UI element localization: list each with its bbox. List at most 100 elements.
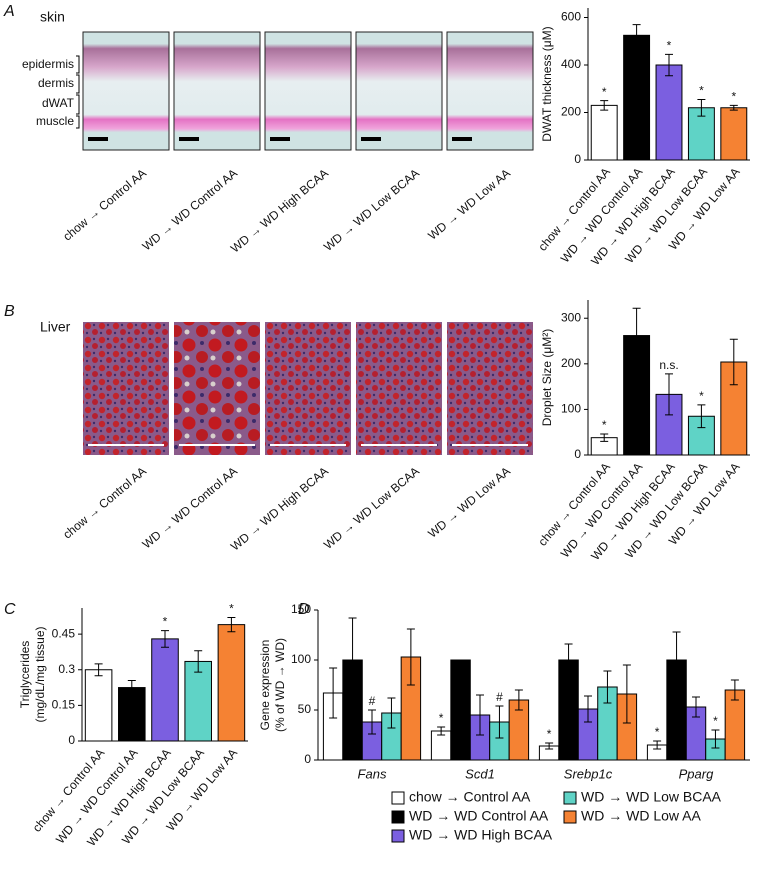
bar (450, 659, 471, 761)
y-axis-label: (% of WD → WD) (273, 638, 287, 732)
error-bar (729, 104, 738, 111)
legend-label: WD → WD Control AA (409, 808, 549, 824)
error-bar (711, 729, 720, 749)
error-bar (495, 705, 504, 739)
error-bar (127, 679, 136, 696)
scale-bar (270, 137, 290, 141)
x-tick-label: Scd1 (465, 766, 495, 781)
scale-bar (88, 137, 108, 141)
error-bar (329, 667, 338, 719)
y-axis-label: Gene expression (258, 640, 272, 731)
layer-brackets (76, 55, 80, 129)
y-axis-label: Droplet Size (μM²) (540, 329, 554, 427)
error-bar (94, 663, 103, 677)
x-tick-label: Fans (358, 766, 387, 781)
y-tick-label: 100 (561, 402, 581, 416)
histology-image (173, 31, 261, 151)
histology-image (447, 322, 533, 455)
y-tick-label: 0 (574, 152, 581, 166)
error-bar (692, 696, 700, 718)
error-bar (653, 740, 662, 750)
error-bar (514, 689, 523, 711)
layer-label: dWAT (42, 96, 75, 110)
y-tick-label: 0 (574, 447, 581, 461)
error-bar (665, 53, 673, 77)
error-bar (600, 100, 609, 111)
annotation: * (547, 727, 552, 741)
error-bar (622, 664, 631, 724)
error-bar (564, 643, 573, 677)
annotation: * (699, 389, 704, 403)
panel-label: C (4, 601, 16, 618)
liver-label: Liver (40, 319, 71, 335)
error-bar (194, 650, 203, 673)
annotation: * (602, 85, 607, 99)
legend-label: chow → Control AA (409, 789, 531, 805)
bar (151, 638, 179, 742)
histology-image (83, 322, 169, 455)
image-label: WD → WD High BCAA (228, 166, 331, 256)
y-tick-label: 0 (304, 752, 311, 766)
bar (84, 669, 113, 742)
x-tick-label: Srebp1c (564, 766, 613, 781)
scale-bar (179, 137, 199, 141)
histology-image (355, 31, 443, 151)
error-bar (603, 670, 612, 704)
error-bar (476, 694, 484, 736)
bar (217, 624, 246, 742)
error-bar (665, 373, 673, 416)
histology-image (82, 31, 170, 151)
y-axis-label: Triglycerides (18, 641, 32, 709)
legend-swatch (391, 829, 405, 843)
error-bar (437, 726, 446, 736)
layer-label: dermis (38, 76, 74, 90)
scale-bar (452, 137, 472, 141)
annotation: * (699, 84, 704, 98)
panel-label: D (298, 601, 310, 618)
image-label: WD → WD Low BCAA (321, 166, 422, 254)
annotation: * (713, 714, 718, 728)
error-bar (161, 630, 169, 648)
y-tick-label: 150 (291, 602, 311, 616)
annotation: * (229, 602, 234, 616)
legend-swatch (391, 791, 405, 805)
annotation: * (602, 418, 607, 432)
annotation: * (163, 615, 168, 629)
liver-images (83, 322, 533, 455)
bar (184, 660, 212, 742)
legend-label: WD → WD High BCAA (409, 827, 553, 843)
error-bar (697, 404, 706, 429)
error-bar (632, 307, 641, 364)
y-tick-label: 400 (561, 57, 581, 71)
layer-label: epidermis (22, 57, 74, 71)
y-axis-label: (mg/dL/mg tissue) (33, 626, 47, 722)
y-tick-label: 200 (561, 356, 581, 370)
annotation: * (667, 38, 672, 52)
skin-images (76, 31, 534, 151)
image-label: WD → WD Low BCAA (321, 464, 422, 552)
image-label: WD → WD High BCAA (228, 464, 331, 554)
image-label: WD → WD Control AA (140, 166, 240, 253)
legend-label: WD → WD Low AA (581, 808, 701, 824)
histology-image (174, 322, 260, 455)
error-bar (632, 24, 641, 47)
y-axis-label: DWAT thickness (μM) (540, 26, 554, 141)
annotation: * (731, 90, 736, 104)
y-tick-label: 200 (561, 105, 581, 119)
bar (590, 104, 618, 161)
panel-label: A (3, 3, 15, 20)
scale-bar (361, 137, 381, 141)
y-tick-label: 100 (291, 652, 311, 666)
histology-image (265, 322, 351, 455)
annotation: * (655, 725, 660, 739)
y-tick-label: 50 (298, 702, 312, 716)
annotation: * (439, 711, 444, 725)
bar (687, 107, 715, 161)
image-label: chow → Control AA (60, 464, 149, 542)
legend-swatch (391, 810, 405, 824)
error-bar (600, 433, 609, 442)
error-bar (697, 98, 706, 117)
layer-label: muscle (36, 114, 74, 128)
